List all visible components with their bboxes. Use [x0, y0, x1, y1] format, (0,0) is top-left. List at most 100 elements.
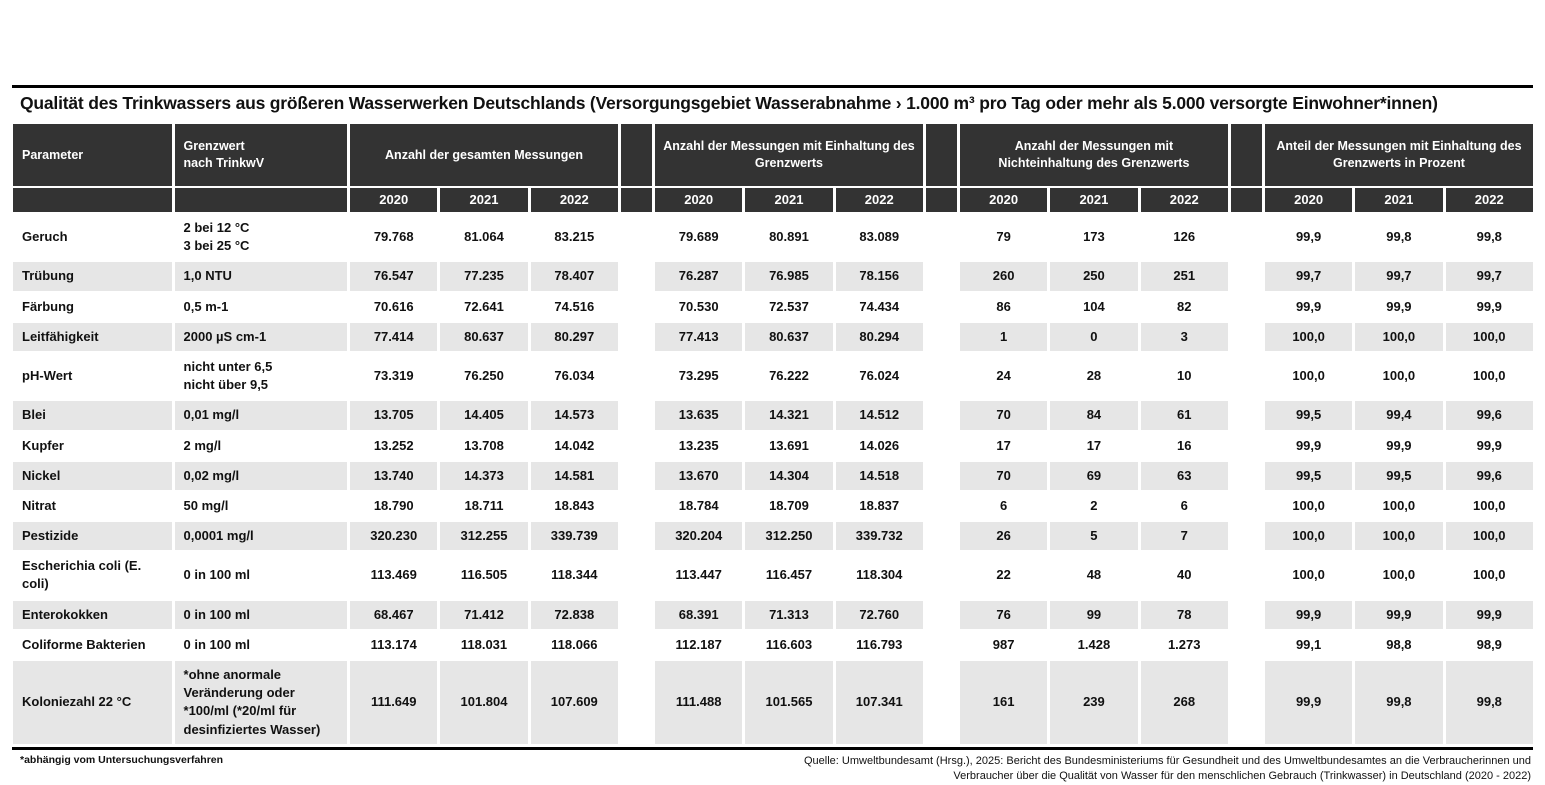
compliant-value-cell: 101.565 [745, 661, 833, 744]
spacer-cell [620, 630, 653, 659]
percent-value-cell: 99,9 [1264, 600, 1353, 629]
noncompliant-value-cell: 63 [1140, 461, 1228, 490]
total-value-cell: 76.250 [440, 352, 528, 400]
spacer-cell [925, 461, 957, 490]
noncompliant-value-cell: 79 [960, 214, 1048, 261]
noncompliant-value-cell: 61 [1140, 401, 1228, 430]
percent-value-cell: 99,9 [1355, 600, 1443, 629]
parameter-cell: Enterokokken [13, 600, 172, 629]
percent-value-cell: 100,0 [1264, 352, 1353, 400]
footer: *abhängig vom Untersuchungsverfahren Que… [12, 754, 1533, 785]
total-value-cell: 81.064 [440, 214, 528, 261]
compliant-value-cell: 107.341 [835, 661, 923, 744]
total-value-cell: 118.031 [440, 630, 528, 659]
noncompliant-value-cell: 987 [960, 630, 1048, 659]
noncompliant-value-cell: 86 [960, 292, 1048, 321]
compliant-value-cell: 71.313 [745, 600, 833, 629]
noncompliant-value-cell: 161 [960, 661, 1048, 744]
parameter-cell: Nickel [13, 461, 172, 490]
compliant-value-cell: 13.691 [745, 431, 833, 460]
spacer-cell [1230, 491, 1262, 521]
spacer-cell [1230, 630, 1262, 659]
footnote: *abhängig vom Untersuchungsverfahren [20, 753, 224, 766]
compliant-value-cell: 68.391 [655, 600, 743, 629]
total-value-cell: 113.469 [350, 552, 438, 599]
noncompliant-value-cell: 6 [960, 491, 1048, 521]
header-group-row: Parameter Grenzwert nach TrinkwV Anzahl … [13, 124, 1533, 186]
total-value-cell: 13.252 [350, 431, 438, 460]
percent-value-cell: 99,6 [1445, 401, 1533, 430]
spacer-cell [620, 661, 653, 744]
parameter-cell: Färbung [13, 292, 172, 321]
bottom-rule [12, 746, 1533, 750]
noncompliant-value-cell: 82 [1140, 292, 1228, 321]
noncompliant-value-cell: 84 [1050, 401, 1138, 430]
source-line-2: Verbraucher über die Qualität von Wasser… [953, 770, 1531, 783]
spacer-cell [1230, 322, 1262, 351]
percent-value-cell: 99,4 [1355, 401, 1443, 430]
total-value-cell: 71.412 [440, 600, 528, 629]
header-year: 2021 [745, 188, 833, 212]
limit-cell: 0,0001 mg/l [174, 522, 348, 551]
percent-value-cell: 99,9 [1264, 292, 1353, 321]
parameter-cell: Coliforme Bakterien [13, 630, 172, 659]
compliant-value-cell: 83.089 [835, 214, 923, 261]
spacer-cell [1230, 600, 1262, 629]
spacer-cell [620, 292, 653, 321]
spacer-cell [1230, 461, 1262, 490]
compliant-value-cell: 116.457 [745, 552, 833, 599]
limit-cell: 2000 µS cm-1 [174, 322, 348, 351]
header-year: 2020 [1264, 188, 1353, 212]
compliant-value-cell: 112.187 [655, 630, 743, 659]
header-spacer [925, 124, 957, 186]
percent-value-cell: 99,8 [1355, 214, 1443, 261]
limit-cell: *ohne anormale Veränderung oder *100/ml … [174, 661, 348, 744]
header-group-noncompliant: Anzahl der Messungen mit Nichteinhaltung… [960, 124, 1228, 186]
spacer-cell [925, 292, 957, 321]
figure-container: Qualität des Trinkwassers aus größeren W… [12, 85, 1533, 785]
spacer-cell [925, 262, 957, 291]
noncompliant-value-cell: 251 [1140, 262, 1228, 291]
noncompliant-value-cell: 1.273 [1140, 630, 1228, 659]
noncompliant-value-cell: 40 [1140, 552, 1228, 599]
table-row: Trübung 1,0 NTU 76.547 77.235 78.407 76.287 76… [13, 262, 1533, 291]
header-year: 2021 [1050, 188, 1138, 212]
compliant-value-cell: 78.156 [835, 262, 923, 291]
percent-value-cell: 100,0 [1445, 552, 1533, 599]
compliant-value-cell: 111.488 [655, 661, 743, 744]
parameter-cell: pH-Wert [13, 352, 172, 400]
noncompliant-value-cell: 99 [1050, 600, 1138, 629]
noncompliant-value-cell: 173 [1050, 214, 1138, 261]
total-value-cell: 312.255 [440, 522, 528, 551]
total-value-cell: 76.547 [350, 262, 438, 291]
header-group-total: Anzahl der gesamten Messungen [350, 124, 618, 186]
percent-value-cell: 99,9 [1355, 431, 1443, 460]
total-value-cell: 76.034 [530, 352, 618, 400]
total-value-cell: 18.843 [530, 491, 618, 521]
compliant-value-cell: 72.537 [745, 292, 833, 321]
noncompliant-value-cell: 26 [960, 522, 1048, 551]
total-value-cell: 118.344 [530, 552, 618, 599]
total-value-cell: 80.637 [440, 322, 528, 351]
compliant-value-cell: 76.985 [745, 262, 833, 291]
percent-value-cell: 99,9 [1264, 661, 1353, 744]
table-row: Kupfer 2 mg/l 13.252 13.708 14.042 13.235 13.6… [13, 431, 1533, 460]
total-value-cell: 14.581 [530, 461, 618, 490]
header-limit: Grenzwert nach TrinkwV [174, 124, 348, 186]
table-row: Färbung 0,5 m-1 70.616 72.641 74.516 70.530 72… [13, 292, 1533, 321]
noncompliant-value-cell: 250 [1050, 262, 1138, 291]
compliant-value-cell: 13.635 [655, 401, 743, 430]
noncompliant-value-cell: 16 [1140, 431, 1228, 460]
total-value-cell: 78.407 [530, 262, 618, 291]
compliant-value-cell: 13.235 [655, 431, 743, 460]
noncompliant-value-cell: 7 [1140, 522, 1228, 551]
total-value-cell: 13.740 [350, 461, 438, 490]
compliant-value-cell: 74.434 [835, 292, 923, 321]
compliant-value-cell: 116.793 [835, 630, 923, 659]
compliant-value-cell: 70.530 [655, 292, 743, 321]
compliant-value-cell: 320.204 [655, 522, 743, 551]
percent-value-cell: 99,7 [1355, 262, 1443, 291]
compliant-value-cell: 339.732 [835, 522, 923, 551]
percent-value-cell: 99,9 [1445, 600, 1533, 629]
noncompliant-value-cell: 6 [1140, 491, 1228, 521]
